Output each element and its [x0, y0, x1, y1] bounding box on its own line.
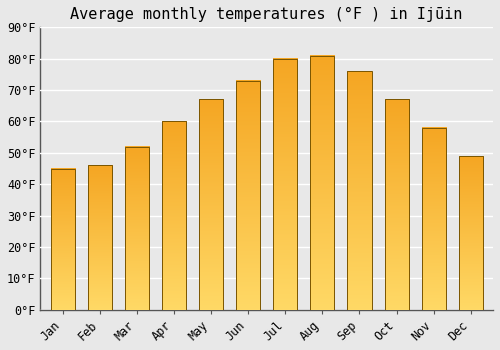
Bar	[348, 71, 372, 310]
Bar	[162, 121, 186, 310]
Bar	[88, 165, 112, 310]
Bar	[458, 156, 483, 310]
Bar	[422, 128, 446, 310]
Bar	[50, 168, 74, 310]
Bar	[310, 56, 334, 310]
Title: Average monthly temperatures (°F ) in Ijūin: Average monthly temperatures (°F ) in Ij…	[70, 7, 463, 22]
Bar	[199, 99, 223, 310]
Bar	[236, 80, 260, 310]
Bar	[124, 147, 149, 310]
Bar	[273, 59, 297, 310]
Bar	[384, 99, 408, 310]
